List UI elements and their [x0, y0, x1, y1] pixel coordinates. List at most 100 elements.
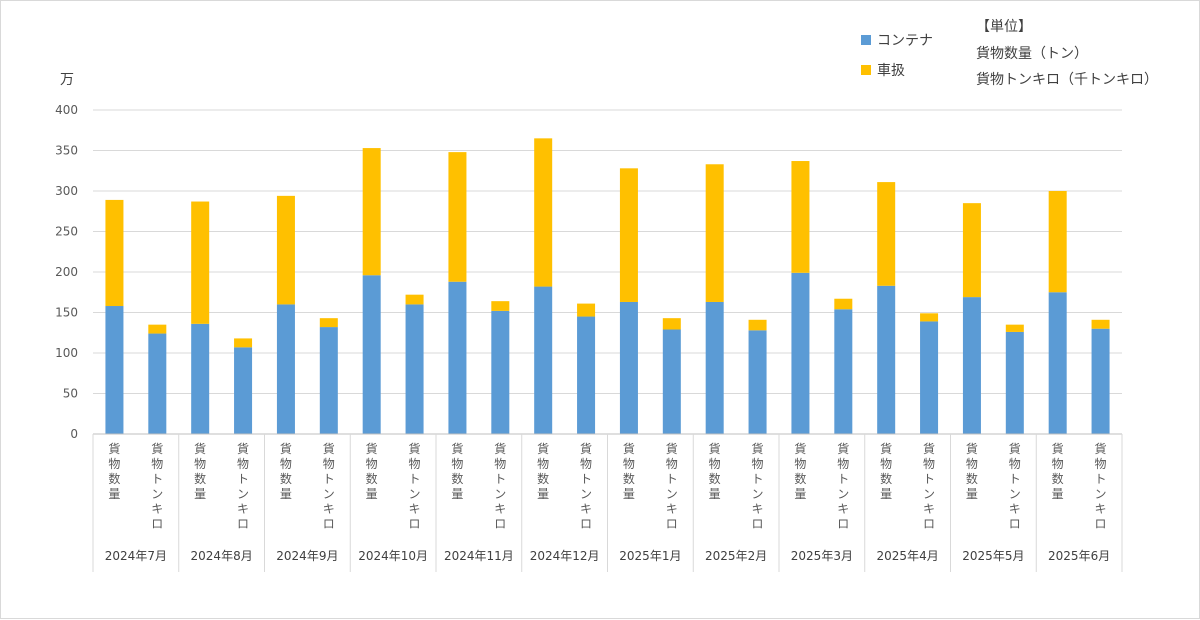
bar-container: [920, 321, 939, 434]
x-subcategory-label: 貨物トンキロ: [923, 441, 935, 531]
bar-wagon: [234, 338, 253, 348]
bar-wagon: [834, 298, 853, 310]
bar-container: [1091, 328, 1110, 434]
y-axis-unit: 万: [60, 72, 74, 88]
x-subcategory-label: 貨物数量: [1052, 441, 1064, 501]
x-subcategory-label: 貨物トンキロ: [580, 441, 592, 531]
legend-label-container: コンテナ: [877, 33, 933, 49]
bar-wagon: [362, 148, 381, 276]
bar-wagon: [448, 152, 467, 282]
bar-wagon: [105, 199, 124, 307]
x-subcategory-label: 貨物トンキロ: [494, 441, 506, 531]
x-group-label: 2024年12月: [530, 549, 600, 563]
bar-container: [362, 275, 381, 434]
x-group-label: 2024年8月: [191, 549, 253, 563]
y-tick-label: 50: [63, 387, 78, 401]
x-subcategory-label: 貨物数量: [366, 441, 378, 501]
y-tick-label: 250: [55, 225, 78, 239]
bar-wagon: [748, 319, 767, 331]
x-group-label: 2024年11月: [444, 549, 514, 563]
x-subcategory-label: 貨物数量: [451, 441, 463, 501]
bar-container: [1048, 292, 1067, 434]
x-subcategory-label: 貨物数量: [623, 441, 635, 501]
x-subcategory-label: 貨物トンキロ: [1095, 441, 1107, 531]
bar-container: [619, 301, 638, 434]
x-subcategory-label: 貨物トンキロ: [237, 441, 249, 531]
bar-container: [276, 304, 295, 434]
x-subcategory-label: 貨物数量: [194, 441, 206, 501]
x-subcategory-label: 貨物数量: [794, 441, 806, 501]
bar-wagon: [1091, 319, 1110, 329]
bar-wagon: [1048, 191, 1067, 293]
bar-container: [191, 323, 210, 434]
y-tick-label: 300: [55, 184, 78, 198]
bar-container: [448, 281, 467, 434]
x-subcategory-label: 貨物数量: [108, 441, 120, 501]
bar-container: [834, 309, 853, 434]
y-tick-label: 100: [55, 346, 78, 360]
bar-wagon: [491, 301, 510, 311]
x-subcategory-label: 貨物トンキロ: [151, 441, 163, 531]
bar-container: [791, 272, 810, 434]
y-tick-label: 350: [55, 144, 78, 158]
x-group-label: 2024年10月: [358, 549, 428, 563]
bar-wagon: [877, 182, 896, 286]
bar-wagon: [577, 303, 596, 317]
bar-container: [491, 310, 510, 434]
x-group-label: 2025年6月: [1048, 549, 1110, 563]
bar-container: [534, 286, 553, 434]
legend-swatch-wagon: [861, 65, 871, 75]
bars: [105, 138, 1110, 434]
x-subcategory-label: 貨物トンキロ: [837, 441, 849, 531]
bar-wagon: [662, 318, 681, 330]
x-subcategory-label: 貨物トンキロ: [752, 441, 764, 531]
x-group-label: 2024年9月: [276, 549, 338, 563]
bar-container: [662, 329, 681, 434]
legend-swatch-container: [861, 35, 871, 45]
x-group-label: 2024年7月: [105, 549, 167, 563]
x-group-label: 2025年1月: [619, 549, 681, 563]
x-subcategory-label: 貨物トンキロ: [666, 441, 678, 531]
bar-wagon: [534, 138, 553, 287]
unit-note-line-quantity: 貨物数量（トン）: [976, 45, 1088, 62]
x-group-label: 2025年4月: [877, 549, 939, 563]
bar-container: [877, 285, 896, 434]
x-group-label: 2025年5月: [962, 549, 1024, 563]
x-subcategory-label: 貨物数量: [880, 441, 892, 501]
x-axis: 貨物数量 貨物トンキロ 2024年7月 貨物数量 貨物トンキロ 2024年8月 貨物数量 貨物…: [92, 433, 1123, 572]
bar-wagon: [962, 203, 981, 298]
bar-wagon: [619, 168, 638, 302]
unit-note: 【単位】 貨物数量（トン） 貨物トンキロ（千トンキロ）: [976, 19, 1158, 88]
bar-wagon: [276, 195, 295, 305]
legend-label-wagon: 車扱: [877, 62, 905, 79]
x-subcategory-label: 貨物トンキロ: [1009, 441, 1021, 531]
bar-wagon: [191, 201, 210, 324]
y-tick-label: 200: [55, 265, 78, 279]
bar-container: [577, 316, 596, 434]
x-subcategory-label: 貨物トンキロ: [409, 441, 421, 531]
x-subcategory-label: 貨物数量: [966, 441, 978, 501]
x-subcategory-label: 貨物数量: [280, 441, 292, 501]
x-group-label: 2025年2月: [705, 549, 767, 563]
gridlines: [93, 109, 1122, 394]
bar-wagon: [319, 318, 338, 328]
bar-wagon: [148, 324, 167, 334]
bar-wagon: [705, 164, 724, 302]
bar-container: [748, 330, 767, 434]
bar-container: [962, 297, 981, 434]
y-tick-label: 400: [55, 103, 78, 117]
unit-note-title: 【単位】: [976, 19, 1032, 35]
unit-note-line-tonkm: 貨物トンキロ（千トンキロ）: [976, 71, 1158, 88]
y-axis: 0 50 100 150 200 250 300 350 400: [55, 103, 78, 441]
bar-wagon: [405, 294, 424, 305]
x-subcategory-label: 貨物トンキロ: [323, 441, 335, 531]
y-tick-label: 0: [70, 427, 78, 441]
legend: コンテナ 車扱: [861, 33, 933, 79]
y-tick-label: 150: [55, 306, 78, 320]
bar-wagon: [920, 313, 939, 322]
bar-container: [405, 304, 424, 434]
bar-container: [1005, 331, 1024, 434]
x-subcategory-label: 貨物数量: [709, 441, 721, 501]
bar-container: [705, 301, 724, 434]
